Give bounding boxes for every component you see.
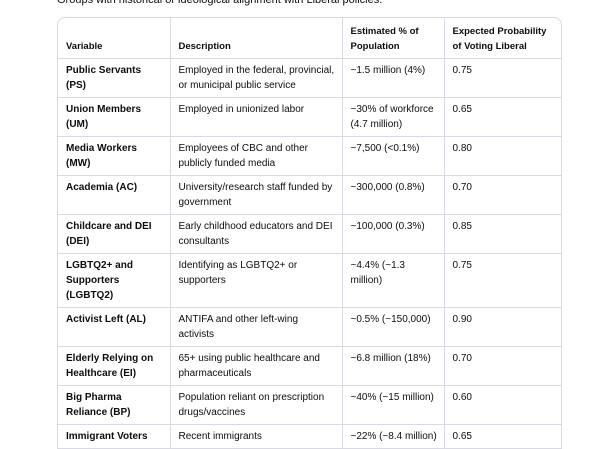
table-cell: 0.75 (444, 253, 561, 308)
table-cell: ~7,500 (<0.1%) (342, 136, 445, 176)
table-cell: ~100,000 (0.3%) (342, 214, 445, 254)
table-cell: 0.90 (444, 307, 561, 347)
header-cell: Variable (58, 18, 171, 59)
table-cell: Big Pharma Reliance (BP) (58, 385, 171, 425)
table-cell: 0.70 (444, 346, 561, 386)
table-cell: 0.85 (444, 214, 561, 254)
table-cell: ~22% (~8.4 million) (342, 424, 445, 449)
table-cell: Employees of CBC and other publicly fund… (170, 136, 343, 176)
table-cell: ~1.5 million (4%) (342, 58, 445, 98)
table-cell: ~300,000 (0.8%) (342, 175, 445, 215)
table-cell: Elderly Relying on Healthcare (EI) (58, 346, 171, 386)
table-row: Union Members (UM) Employed in unionized … (58, 97, 561, 137)
table-row: Public Servants (PS) Employed in the fede… (58, 58, 561, 98)
table-cell: Employed in the federal, provincial, or … (170, 58, 343, 98)
table-row: Elderly Relying on Healthcare (EI) 65+ us… (58, 346, 561, 386)
table-cell: Public Servants (PS) (58, 58, 171, 98)
table-cell: 0.70 (444, 175, 561, 215)
table-cell: ~6.8 million (18%) (342, 346, 445, 386)
header-cell: Expected Probability of Voting Liberal (444, 18, 561, 59)
table-cell: Childcare and DEI (DEI) (58, 214, 171, 254)
table-cell: ~4.4% (~1.3 million) (342, 253, 445, 308)
header-cell: Estimated % of Population (342, 18, 445, 59)
page: Groups with historical or ideological al… (57, 0, 562, 449)
table-cell: 0.65 (444, 424, 561, 449)
table-cell: Academia (AC) (58, 175, 171, 215)
table-row: Activist Left (AL) ANTIFA and other left-… (58, 307, 561, 347)
table-cell: 0.65 (444, 97, 561, 137)
table-cell: 65+ using public healthcare and pharmace… (170, 346, 343, 386)
table-cell: 0.75 (444, 58, 561, 98)
table-cell: ~40% (~15 million) (342, 385, 445, 425)
table-cell: ~0.5% (~150,000) (342, 307, 445, 347)
table-cell: Identifying as LGBTQ2+ or supporters (170, 253, 343, 308)
table-body: Public Servants (PS) Employed in the fede… (58, 58, 561, 449)
table-row: Media Workers (MW) Employees of CBC and o… (58, 136, 561, 176)
table-row: Immigrant Voters Recent immigrants ~22% (~… (58, 424, 561, 449)
table-row: LGBTQ2+ and Supporters (LGBTQ2) Identifyi… (58, 253, 561, 308)
header-row: Variable Description Estimated % of Popula… (58, 18, 561, 59)
table-cell: ~30% of workforce (4.7 million) (342, 97, 445, 137)
table-cell: Activist Left (AL) (58, 307, 171, 347)
table-cell: Population reliant on prescription drugs… (170, 385, 343, 425)
table-cell: Immigrant Voters (58, 424, 171, 449)
table-header: Variable Description Estimated % of Popula… (58, 18, 561, 59)
header-cell: Description (170, 18, 343, 59)
table-cell: Employed in unionized labor (170, 97, 343, 137)
table: Variable Description Estimated % of Popula… (58, 18, 561, 449)
table-cell: LGBTQ2+ and Supporters (LGBTQ2) (58, 253, 171, 308)
table-cell: ANTIFA and other left-wing activists (170, 307, 343, 347)
table-cell: 0.80 (444, 136, 561, 176)
table-cell: Early childhood educators and DEI consul… (170, 214, 343, 254)
table-row: Big Pharma Reliance (BP) Population relia… (58, 385, 561, 425)
table-row: Academia (AC) University/research staff f… (58, 175, 561, 215)
table-cell: 0.60 (444, 385, 561, 425)
table-row: Childcare and DEI (DEI) Early childhood e… (58, 214, 561, 254)
table-container: Variable Description Estimated % of Popula… (57, 17, 562, 449)
table-cell: University/research staff funded by gove… (170, 175, 343, 215)
table-cell: Union Members (UM) (58, 97, 171, 137)
table-cell: Media Workers (MW) (58, 136, 171, 176)
table-cell: Recent immigrants (170, 424, 343, 449)
intro-text: Groups with historical or ideological al… (57, 0, 383, 6)
